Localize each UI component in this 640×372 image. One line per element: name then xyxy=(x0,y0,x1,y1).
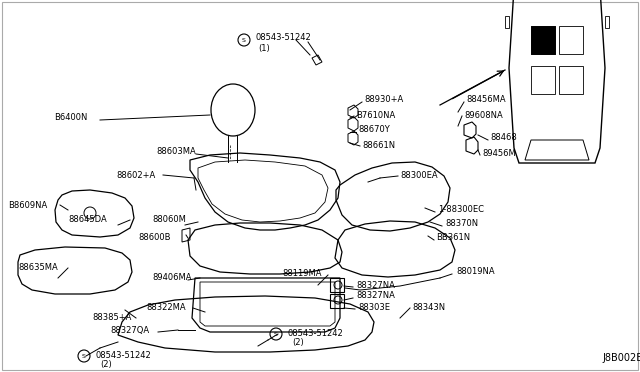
Text: 88322MA: 88322MA xyxy=(146,302,186,311)
Text: 89456M: 89456M xyxy=(482,148,516,157)
Text: 88327NA: 88327NA xyxy=(356,280,395,289)
Text: 88468: 88468 xyxy=(490,134,516,142)
Text: 88603MA: 88603MA xyxy=(156,148,196,157)
Text: 88119MA: 88119MA xyxy=(282,269,321,279)
Text: 88635MA: 88635MA xyxy=(18,263,58,273)
Text: 89406MA: 89406MA xyxy=(152,273,191,282)
Text: 88019NA: 88019NA xyxy=(456,267,495,276)
Text: 88303E: 88303E xyxy=(358,302,390,311)
Text: J8B002BK: J8B002BK xyxy=(602,353,640,363)
Text: B6400N: B6400N xyxy=(54,113,88,122)
Text: 08543-51242: 08543-51242 xyxy=(96,350,152,359)
Text: 88300EA: 88300EA xyxy=(400,170,438,180)
Polygon shape xyxy=(531,26,555,54)
Text: BB361N: BB361N xyxy=(436,234,470,243)
Text: (2): (2) xyxy=(100,360,112,369)
Text: (2): (2) xyxy=(292,339,304,347)
Text: 88930+A: 88930+A xyxy=(364,96,403,105)
Text: 88600B: 88600B xyxy=(138,234,170,243)
Text: 88670Y: 88670Y xyxy=(358,125,390,135)
Text: 88060M: 88060M xyxy=(152,215,186,224)
Text: S: S xyxy=(242,38,246,42)
Text: B7610NA: B7610NA xyxy=(356,110,396,119)
Text: S: S xyxy=(82,353,86,359)
Text: 89608NA: 89608NA xyxy=(464,110,503,119)
Text: 08543-51242: 08543-51242 xyxy=(288,328,344,337)
Text: 1-88300EC: 1-88300EC xyxy=(438,205,484,215)
Text: 88385+A: 88385+A xyxy=(92,314,131,323)
Text: B8609NA: B8609NA xyxy=(8,201,47,209)
Text: 88661N: 88661N xyxy=(362,141,395,150)
Text: 88327QA: 88327QA xyxy=(110,327,149,336)
Text: 88456MA: 88456MA xyxy=(466,96,506,105)
Text: S: S xyxy=(274,331,278,337)
Text: 88343N: 88343N xyxy=(412,302,445,311)
Text: 88370N: 88370N xyxy=(445,219,478,228)
Text: (1): (1) xyxy=(258,44,269,52)
Text: 08543-51242: 08543-51242 xyxy=(256,33,312,42)
Text: 88602+A: 88602+A xyxy=(116,170,156,180)
Text: 88645DA: 88645DA xyxy=(68,215,107,224)
Text: 88327NA: 88327NA xyxy=(356,292,395,301)
